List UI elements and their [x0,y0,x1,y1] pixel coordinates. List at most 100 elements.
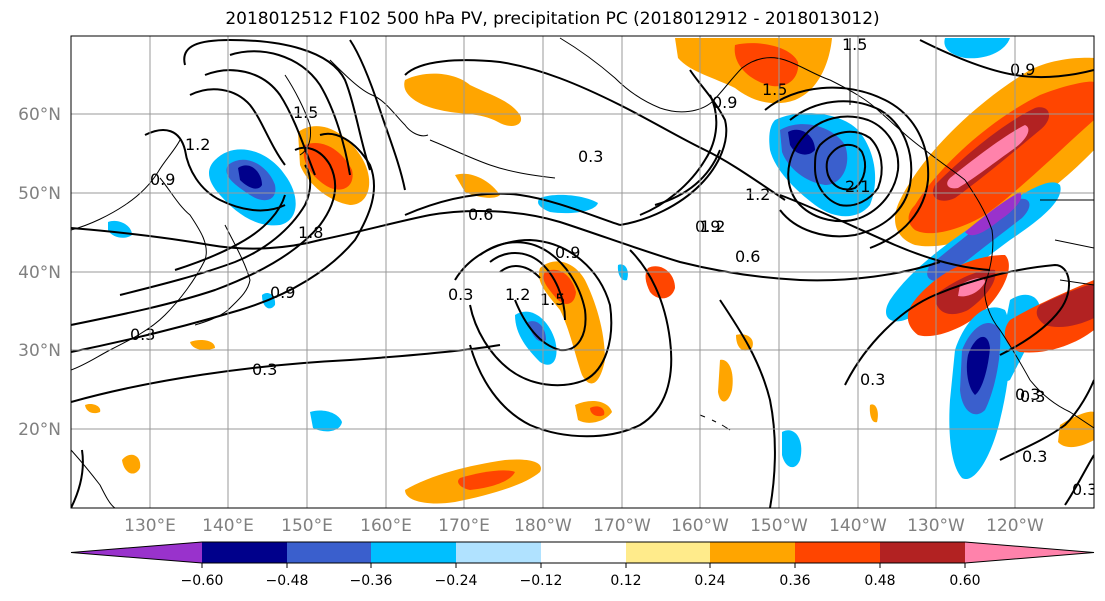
pv-contour [779,194,991,271]
lat-label-30n: 30°N [18,341,61,361]
colorbar-tick-label: −0.60 [181,573,224,589]
positive-precip-region [734,43,799,87]
positive-precip-region [645,266,675,299]
negative-precip-region [528,321,546,342]
contour-label: 0.3 [252,360,277,379]
latitude-labels: 60°N 50°N 40°N 30°N 20°N [18,105,61,440]
colorbar-tick-label: −0.24 [435,573,478,589]
lon-label: 130°E [124,516,176,536]
pv-contour [1064,454,1094,506]
pv-contour [999,379,1094,461]
lon-label: 170°W [593,516,651,536]
map-title: 2018012512 F102 500 hPa PV, precipitatio… [225,9,880,29]
pv-contour [779,100,913,238]
lon-label: 180°W [514,516,572,536]
pv-contour [174,194,286,271]
lat-label-50n: 50°N [18,184,61,204]
pv-contour [349,39,406,191]
pv-contour [454,238,613,387]
negative-precip-region [782,430,802,468]
pv-contour [229,50,351,176]
pv-contour [404,59,786,201]
positive-precip-region [404,73,522,126]
contour-label: 1.2 [745,185,770,204]
colorbar-swatch [880,542,965,563]
pv-contour [204,69,316,176]
lat-label-20n: 20°N [18,420,61,440]
positive-precip-region [455,173,500,198]
contour-label: 0.9 [150,170,175,189]
contour-label: 0.3 [448,285,473,304]
lon-label: 130°W [907,516,965,536]
pv-contour [404,192,621,226]
lon-label: 140°E [202,516,254,536]
colorbar-swatch [626,542,710,563]
negative-precip-region [927,198,1030,281]
pv-contour [654,149,721,206]
negative-precip-region [944,38,1010,59]
positive-precip-region [869,404,878,423]
map-frame [70,35,1095,509]
negative-precip-region [310,410,342,432]
colorbar-tick-label: 0.36 [779,573,810,589]
pv-contour [71,132,376,353]
japan-coastline [194,224,251,326]
lon-label: 150°E [281,516,333,536]
negative-precip-region [238,165,262,189]
pv-contour [719,299,776,508]
colorbar-swatch [541,542,626,563]
positive-precip-region [590,406,605,417]
positive-precip-region [190,340,215,350]
positive-precip-region [122,454,141,474]
colorbar-tick-label: 0.24 [694,573,725,589]
contour-label: 1.2 [700,217,725,236]
positive-precip-region [718,359,733,402]
pv-contour [499,265,541,279]
contour-label: 0.9 [270,283,295,302]
negative-precip-region [965,192,1022,236]
aleutian-islands [429,139,556,179]
lon-label: 140°W [829,516,887,536]
colorbar-swatch [202,542,287,563]
negative-precip-region [966,336,990,395]
contour-label: 1.8 [298,223,323,242]
pv-contour [144,129,286,212]
contour-label: 0.3 [1020,387,1045,406]
lon-label: 160°E [360,516,412,536]
colorbar-tick-label: 0.60 [949,573,980,589]
graticule [71,36,1094,508]
colorbar-swatch [965,542,1094,563]
contour-label: 0.9 [712,93,737,112]
pv-contour [764,86,930,249]
colorbar-swatch [287,542,371,563]
north-america-coastline [964,179,1094,429]
contour-label: 0.3 [1015,385,1040,404]
pv-contour [71,449,84,508]
colorbar-tick-label: −0.48 [266,573,309,589]
lon-label: 150°W [750,516,808,536]
pv-contour [71,146,337,326]
contour-label: 1.5 [293,103,318,122]
pv-contour [825,143,867,191]
philippines-coastline [71,449,116,508]
contour-label: 0.3 [1022,447,1047,466]
pv-contour [71,210,941,282]
pv-contour [489,252,566,321]
positive-precip-region [543,269,576,304]
colorbar-swatch [456,542,541,563]
colorbar-ticks [201,563,966,568]
positive-precip-region [947,125,1029,189]
contour-label: 1.5 [540,290,565,309]
lon-label: 170°E [438,516,490,536]
lon-label: 120°W [986,516,1044,536]
pv-contour [183,38,371,171]
pv-contour-labels: 0.9 1.2 1.5 1.8 0.9 0.3 0.3 0.6 0.3 0.9 … [130,36,1094,499]
contour-label: 0.9 [1010,60,1035,79]
contour-label: 1.5 [762,80,787,99]
colorbar-tick-label: −0.12 [520,573,563,589]
contour-label: 0.6 [735,247,760,266]
positive-precip-region [85,403,101,414]
lat-label-40n: 40°N [18,263,61,283]
pv-contour [844,263,1071,386]
contour-label: 0.9 [555,243,580,262]
